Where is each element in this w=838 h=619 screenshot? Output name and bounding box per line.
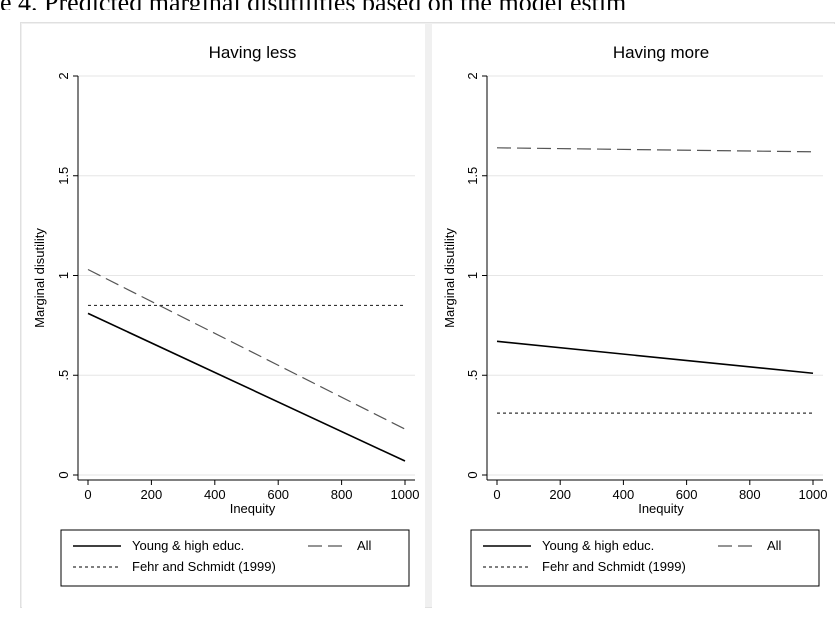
legend-label: Young & high educ. xyxy=(132,538,244,553)
y-tick-label: 2 xyxy=(465,72,480,79)
x-tick-label: 800 xyxy=(739,487,761,502)
y-tick-label: .5 xyxy=(56,370,71,381)
panel-1: Having less 0 .5 1 1.5 2 0 200 400 600 800 1000 Ineq… xyxy=(22,24,425,608)
legend-label: All xyxy=(767,538,782,553)
x-tick-label: 1000 xyxy=(799,487,828,502)
panel-background xyxy=(432,24,835,608)
figure-area: Having less 0.5 1 1.5 2 0 200 400 600 800 1000 Ineq… xyxy=(20,22,835,608)
panel-title: Having more xyxy=(613,43,709,62)
panel-2: Having more 0 .5 1 1.5 2 0 200 400 600 800 1000 Ineq… xyxy=(432,24,835,608)
y-tick-label: 1.5 xyxy=(56,167,71,185)
x-tick-label: 600 xyxy=(267,487,289,502)
x-axis-label: Inequity xyxy=(230,501,276,516)
y-tick-label: 1 xyxy=(56,272,71,279)
panel-title: Having less xyxy=(209,43,297,62)
legend-box xyxy=(60,529,410,587)
y-tick-label: 1.5 xyxy=(465,167,480,185)
legend: Young & high educ. All Fehr and Schmidt (1… xyxy=(60,529,410,587)
y-tick-label: 0 xyxy=(465,471,480,478)
x-tick-label: 800 xyxy=(331,487,353,502)
x-tick-label: 1000 xyxy=(391,487,420,502)
x-axis-label: Inequity xyxy=(638,501,684,516)
legend-label: Fehr and Schmidt (1999) xyxy=(132,559,276,574)
x-tick-label: 0 xyxy=(493,487,500,502)
series-line-1 xyxy=(496,340,814,375)
legend-label: Fehr and Schmidt (1999) xyxy=(542,559,686,574)
legend: Young & high educ. All Fehr and Schmidt (1… xyxy=(470,529,820,587)
x-tick-label: 0 xyxy=(84,487,91,502)
y-tick-label: 1 xyxy=(465,272,480,279)
legend-label: Young & high educ. xyxy=(542,538,654,553)
x-tick-label: 200 xyxy=(141,487,163,502)
legend-box xyxy=(470,529,820,587)
legend-label: All xyxy=(357,538,372,553)
panel-background xyxy=(22,24,425,608)
figure-caption: e 4. Predicted marginal disutilities bas… xyxy=(0,0,838,10)
series-line-2 xyxy=(496,147,814,153)
series-line-1 xyxy=(87,312,406,462)
x-tick-label: 200 xyxy=(549,487,571,502)
y-tick-label: 2 xyxy=(56,72,71,79)
x-tick-label: 600 xyxy=(676,487,698,502)
y-axis-label: Marginal disutility xyxy=(32,228,47,328)
x-tick-label: 400 xyxy=(204,487,226,502)
x-tick-label: 400 xyxy=(613,487,635,502)
y-tick-label: 0 xyxy=(56,471,71,478)
y-axis-label: Marginal disutility xyxy=(442,228,457,328)
y-tick-label: .5 xyxy=(465,370,480,381)
